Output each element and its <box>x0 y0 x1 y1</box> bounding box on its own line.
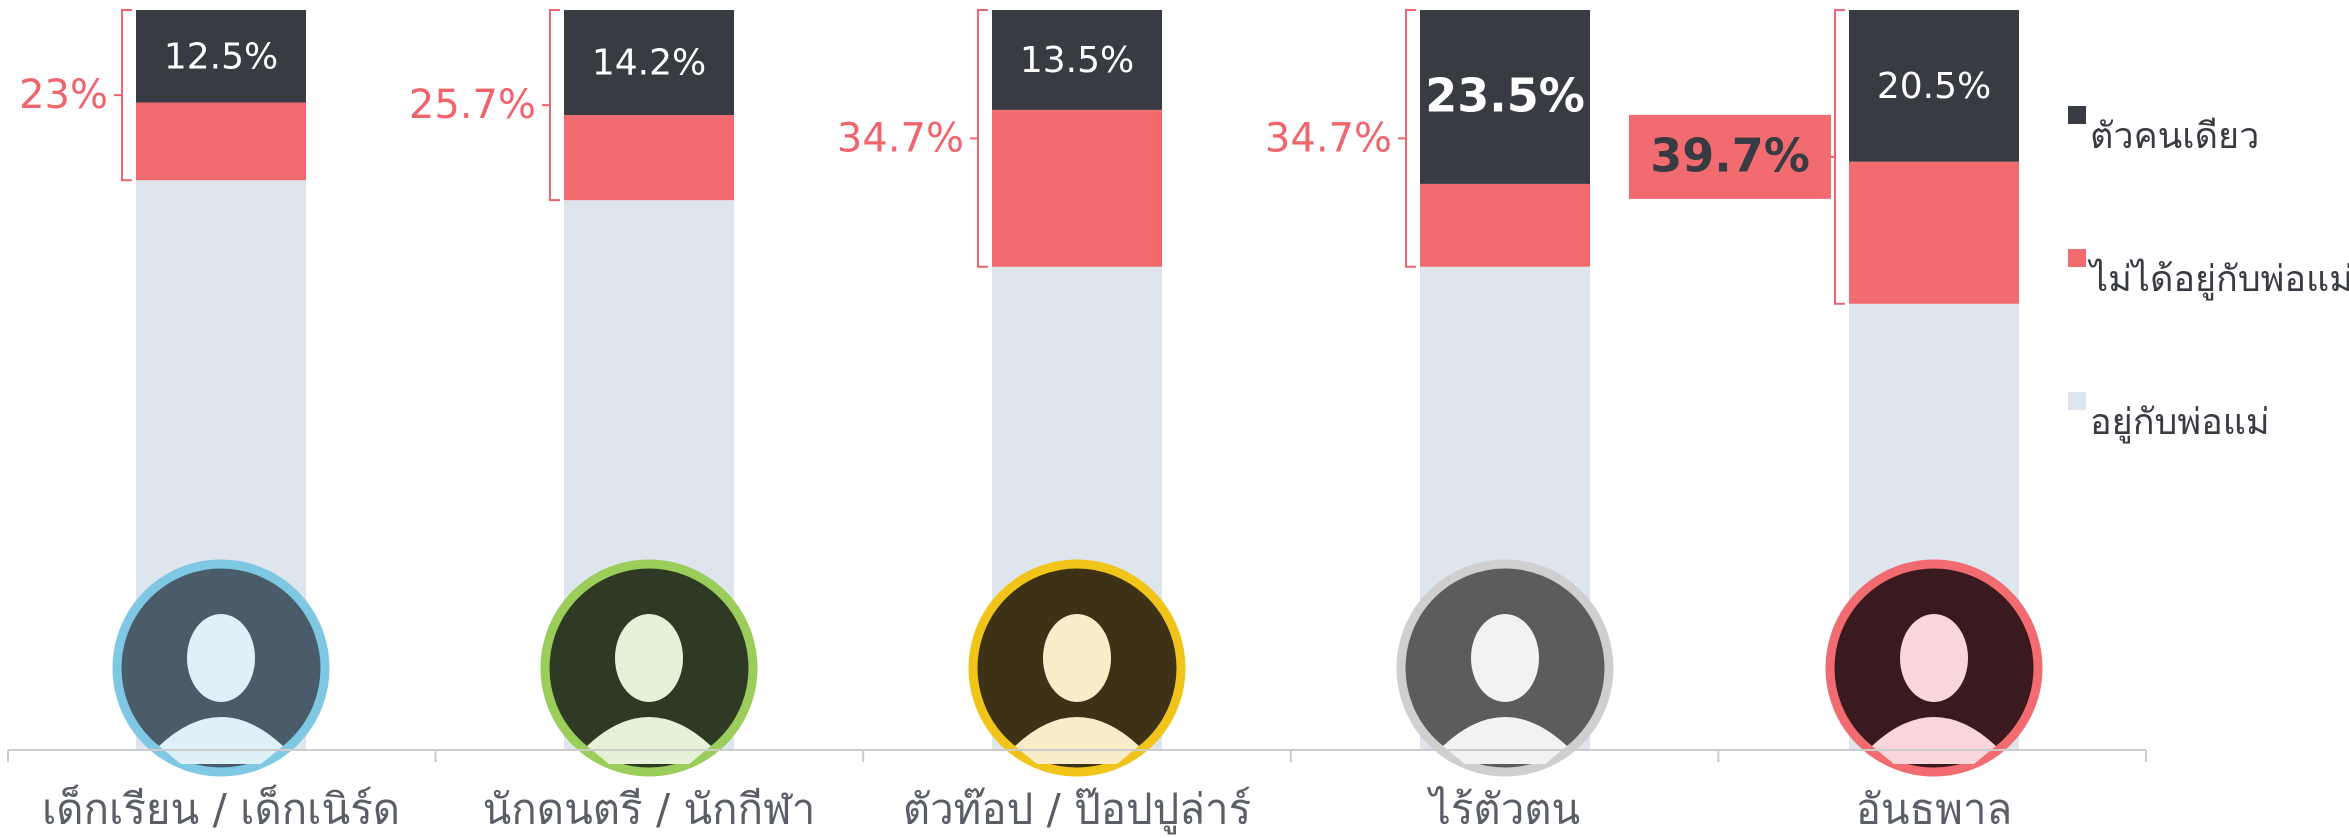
icon-head <box>1043 614 1111 702</box>
bar-segment <box>1849 161 2019 304</box>
bracket-label: 25.7% <box>409 82 536 128</box>
bracket <box>114 9 132 182</box>
bar-segment <box>564 10 734 116</box>
legend-swatch <box>2068 392 2086 410</box>
bracket-label: 23% <box>19 72 108 118</box>
x-tick-label: เด็กเรียน / เด็กเนิร์ด <box>42 785 400 834</box>
highlight-box <box>1629 114 1831 199</box>
legend-label: ไม่ได้อยู่กับพ่อแม่ <box>2087 258 2349 301</box>
icon-figure <box>1443 717 1567 764</box>
icon-figure <box>1015 717 1139 764</box>
icon-head <box>615 614 683 702</box>
bar-segment <box>1420 10 1590 184</box>
legend-label: อยู่กับพ่อแม่ <box>2090 402 2270 444</box>
value-label: 20.5% <box>1877 66 1991 107</box>
bar-segment <box>564 115 734 201</box>
bracket <box>542 9 560 202</box>
icon-head <box>187 614 255 702</box>
bracket <box>1398 9 1416 268</box>
icon-head <box>1900 614 1968 702</box>
bar-segment <box>136 10 306 103</box>
value-label: 23.5% <box>1425 68 1585 122</box>
icon-head <box>1471 614 1539 702</box>
icon-figure <box>587 717 711 764</box>
value-label: 12.5% <box>164 36 278 77</box>
value-label: 14.2% <box>592 43 706 84</box>
legend-swatch <box>2068 106 2086 124</box>
bar-segment <box>992 10 1162 110</box>
icon-figure <box>1872 717 1996 764</box>
legend-swatch <box>2068 249 2086 267</box>
x-tick-label: นักดนตรี / นักกีฬา <box>483 785 816 834</box>
bracket-label: 39.7% <box>1650 128 1810 182</box>
value-label: 13.5% <box>1020 40 1134 81</box>
bracket <box>970 9 988 268</box>
bar-segment <box>992 109 1162 267</box>
bar-segment <box>136 102 306 181</box>
bracket-label: 34.7% <box>1265 115 1392 161</box>
icon-figure <box>159 717 283 764</box>
bar-segment <box>1420 183 1590 267</box>
bar-segment <box>1849 10 2019 162</box>
x-tick-label: ไร้ตัวตน <box>1427 785 1581 834</box>
bracket-label: 34.7% <box>837 115 964 161</box>
x-tick-label: อันธพาล <box>1856 785 2013 834</box>
x-tick-label: ตัวท๊อป / ป๊อปปูล่าร์ <box>903 785 1251 835</box>
legend-label: ตัวคนเดียว <box>2090 116 2259 157</box>
